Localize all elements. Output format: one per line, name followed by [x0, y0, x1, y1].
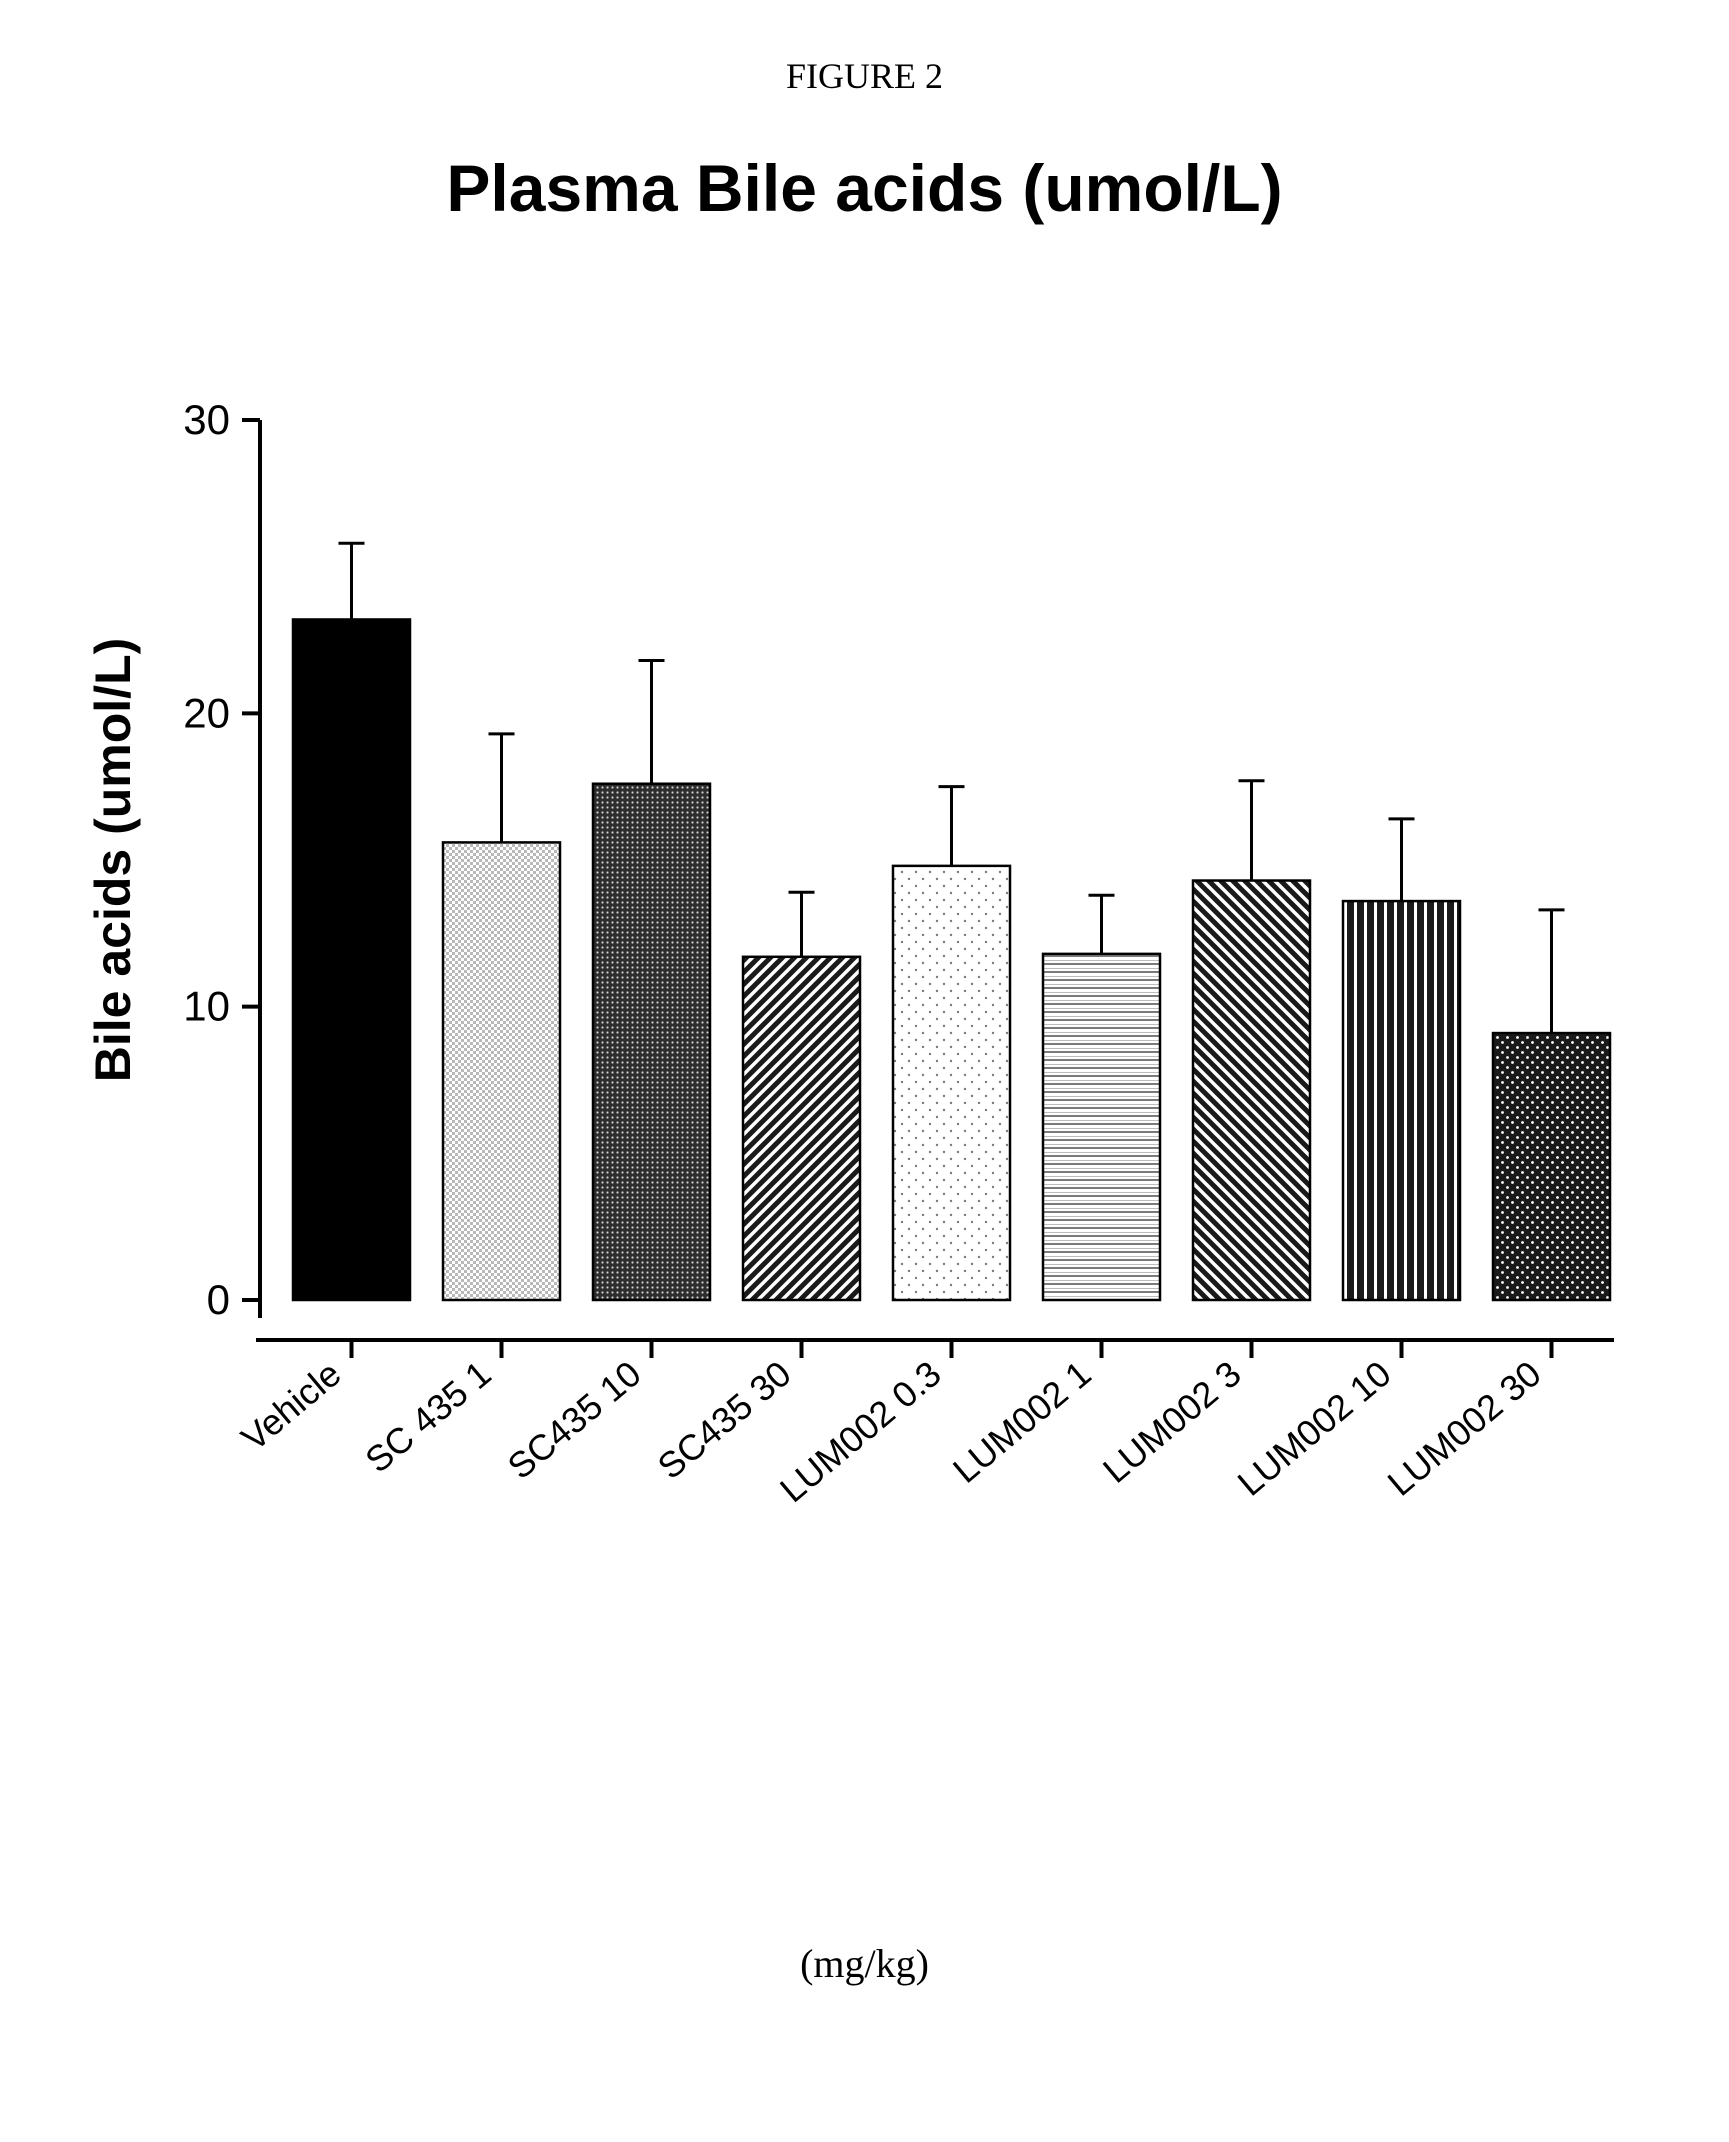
bar: [743, 957, 860, 1300]
x-unit-label: (mg/kg): [0, 1940, 1729, 1987]
x-label: SC 435 1: [357, 1353, 498, 1481]
bar: [1043, 954, 1160, 1300]
chart-container: 0102030VehicleSC 435 1SC435 10SC435 30LU…: [80, 400, 1640, 1760]
bar: [893, 866, 1010, 1300]
y-tick-label: 10: [183, 983, 230, 1030]
x-label: LUM002 30: [1380, 1353, 1549, 1504]
x-label: LUM002 10: [1230, 1353, 1399, 1504]
y-tick-label: 20: [183, 689, 230, 736]
bar: [1193, 881, 1310, 1300]
bar: [1493, 1033, 1610, 1300]
x-label: SC435 10: [500, 1353, 649, 1487]
page-root: FIGURE 2 Plasma Bile acids (umol/L): [0, 0, 1729, 2142]
x-label: SC435 30: [650, 1353, 799, 1487]
chart-title: Plasma Bile acids (umol/L): [0, 150, 1729, 226]
x-label: Vehicle: [233, 1353, 348, 1459]
y-axis-title: Bile acids (umol/L): [85, 638, 141, 1083]
bar: [593, 784, 710, 1300]
y-tick-label: 0: [207, 1276, 230, 1323]
bar: [293, 619, 410, 1300]
bar: [443, 842, 560, 1300]
x-label: LUM002 0.3: [772, 1353, 949, 1510]
y-tick-label: 30: [183, 400, 230, 443]
figure-label: FIGURE 2: [0, 55, 1729, 97]
bar: [1343, 901, 1460, 1300]
bar-chart: 0102030VehicleSC 435 1SC435 10SC435 30LU…: [80, 400, 1640, 1760]
x-label: LUM002 3: [1095, 1353, 1249, 1491]
x-label: LUM002 1: [945, 1353, 1099, 1491]
